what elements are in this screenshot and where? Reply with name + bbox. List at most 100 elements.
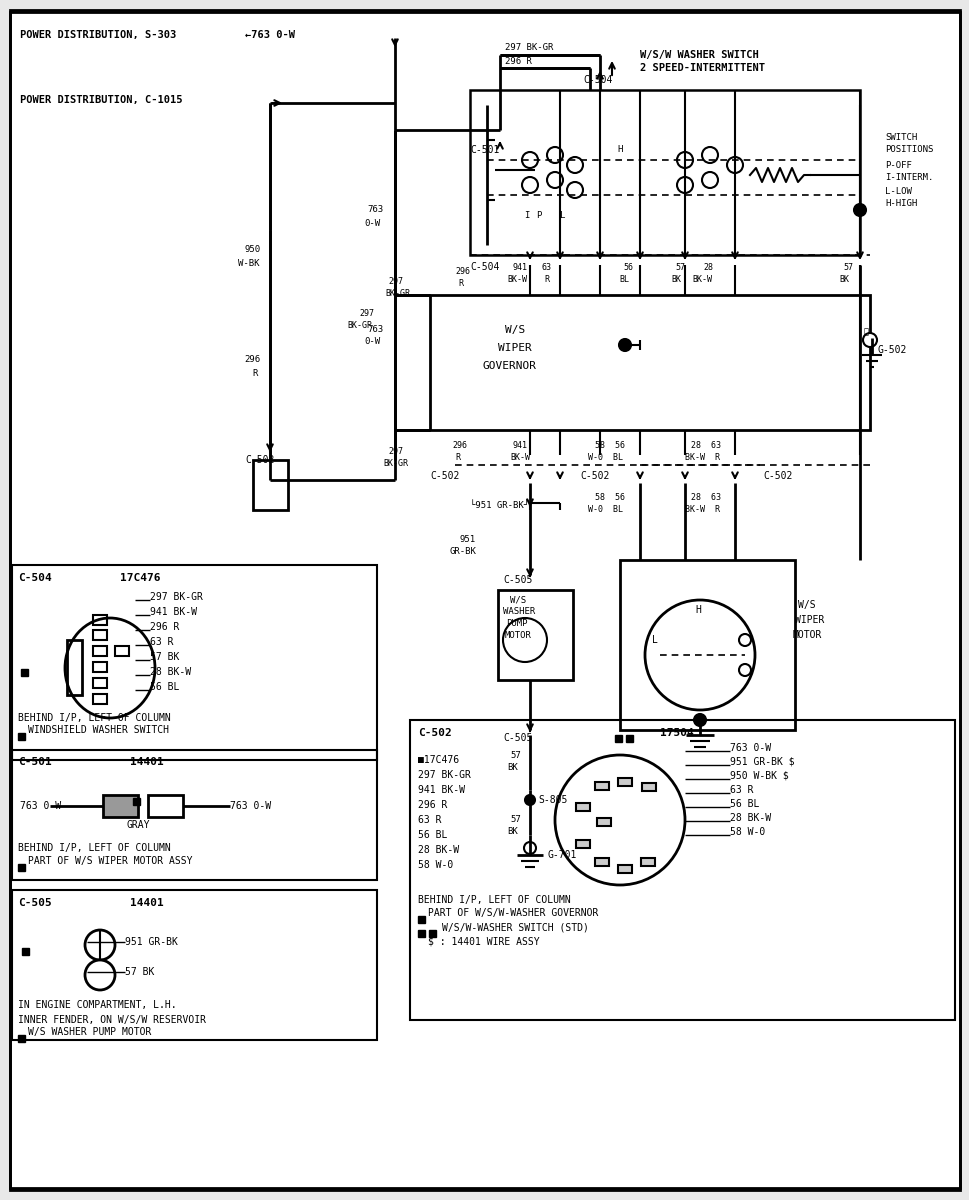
Text: GR-BK: GR-BK xyxy=(449,547,476,557)
Text: 56: 56 xyxy=(622,264,633,272)
Text: GOVERNOR: GOVERNOR xyxy=(483,361,537,371)
Circle shape xyxy=(726,157,742,173)
Text: 63 R: 63 R xyxy=(150,637,173,647)
Text: 56 BL: 56 BL xyxy=(730,799,759,809)
Text: 0-W: 0-W xyxy=(363,337,380,347)
Circle shape xyxy=(85,930,115,960)
Text: 951 GR-BK: 951 GR-BK xyxy=(125,937,177,947)
Text: 297 BK-GR: 297 BK-GR xyxy=(505,43,552,53)
Text: $ : 14401 WIRE ASSY: $ : 14401 WIRE ASSY xyxy=(427,936,539,946)
Text: W-0  BL: W-0 BL xyxy=(588,452,623,462)
Text: IN ENGINE COMPARTMENT, L.H.: IN ENGINE COMPARTMENT, L.H. xyxy=(18,1000,176,1010)
Text: C-502: C-502 xyxy=(429,470,459,481)
Text: W/S: W/S xyxy=(510,595,525,605)
Text: 28 BK-W: 28 BK-W xyxy=(150,667,191,677)
Text: BK-W: BK-W xyxy=(510,452,529,462)
Text: 57: 57 xyxy=(510,750,520,760)
Bar xyxy=(18,733,25,740)
Text: WIPER: WIPER xyxy=(498,343,531,353)
Text: 28 BK-W: 28 BK-W xyxy=(730,814,770,823)
Circle shape xyxy=(554,755,684,886)
Text: 297: 297 xyxy=(388,448,402,456)
Text: GRAY: GRAY xyxy=(126,820,149,830)
Text: L: L xyxy=(559,210,565,220)
Text: 296 R: 296 R xyxy=(505,56,531,66)
Text: 63: 63 xyxy=(542,264,551,272)
Text: MOTOR: MOTOR xyxy=(505,631,531,641)
Circle shape xyxy=(567,182,582,198)
Circle shape xyxy=(503,618,547,662)
Circle shape xyxy=(702,172,717,188)
Bar xyxy=(67,640,82,695)
Text: W/S: W/S xyxy=(797,600,815,610)
Text: C-502: C-502 xyxy=(418,728,452,738)
Text: 297 BK-GR: 297 BK-GR xyxy=(150,592,203,602)
Text: BK-GR: BK-GR xyxy=(385,289,410,299)
Bar xyxy=(253,460,288,510)
Circle shape xyxy=(523,842,536,854)
Text: 763: 763 xyxy=(366,205,383,215)
Text: SWITCH: SWITCH xyxy=(884,133,917,143)
Bar xyxy=(594,782,609,790)
Text: 941: 941 xyxy=(512,264,527,272)
Text: 56 BL: 56 BL xyxy=(418,830,447,840)
Text: 950 W-BK $: 950 W-BK $ xyxy=(730,770,788,781)
Text: 941: 941 xyxy=(512,440,527,450)
Text: I: I xyxy=(523,210,529,220)
Circle shape xyxy=(547,146,562,163)
Circle shape xyxy=(676,152,692,168)
Text: C-502: C-502 xyxy=(245,455,274,464)
Text: 63 R: 63 R xyxy=(730,785,753,794)
Bar xyxy=(12,750,377,880)
Text: 950: 950 xyxy=(245,246,261,254)
Text: H: H xyxy=(695,605,701,614)
Bar xyxy=(93,646,107,656)
Bar xyxy=(148,794,183,817)
Text: BK-GR: BK-GR xyxy=(383,460,408,468)
Text: 57 BK: 57 BK xyxy=(150,652,179,662)
Text: BK-W  R: BK-W R xyxy=(685,452,720,462)
Bar xyxy=(497,590,573,680)
Bar xyxy=(22,948,29,955)
Circle shape xyxy=(644,600,754,710)
Text: WASHER: WASHER xyxy=(503,607,535,617)
Circle shape xyxy=(521,176,538,193)
Text: POWER DISTRIBUTION, S-303: POWER DISTRIBUTION, S-303 xyxy=(20,30,176,40)
Bar xyxy=(18,864,25,871)
Text: 58 W-0: 58 W-0 xyxy=(730,827,765,838)
Text: ←763 0-W: ←763 0-W xyxy=(245,30,295,40)
Text: 28  63: 28 63 xyxy=(690,440,720,450)
Circle shape xyxy=(567,157,582,173)
Text: 296: 296 xyxy=(452,440,466,450)
Text: 297 BK-GR: 297 BK-GR xyxy=(418,770,470,780)
Text: 57: 57 xyxy=(674,264,684,272)
Text: ■17C476: ■17C476 xyxy=(418,755,458,766)
Circle shape xyxy=(702,146,717,163)
Text: C-505: C-505 xyxy=(503,575,532,584)
Text: 763 0-W: 763 0-W xyxy=(230,802,271,811)
Text: 57: 57 xyxy=(842,264,852,272)
Bar xyxy=(103,794,138,817)
Text: 2 SPEED-INTERMITTENT: 2 SPEED-INTERMITTENT xyxy=(640,62,765,73)
Text: 297: 297 xyxy=(359,310,374,318)
Circle shape xyxy=(853,204,865,216)
Circle shape xyxy=(862,332,876,347)
Bar xyxy=(410,720,954,1020)
Text: W-0  BL: W-0 BL xyxy=(588,504,623,514)
Bar xyxy=(12,890,377,1040)
Text: 58 W-0: 58 W-0 xyxy=(418,860,453,870)
Bar xyxy=(619,560,795,730)
Bar xyxy=(115,646,129,656)
Bar xyxy=(93,694,107,704)
Bar xyxy=(93,678,107,688)
Text: H: H xyxy=(616,145,622,155)
Text: PUMP: PUMP xyxy=(506,619,527,629)
Bar xyxy=(12,565,377,760)
Text: R: R xyxy=(457,280,462,288)
Text: 57 BK: 57 BK xyxy=(125,967,154,977)
Bar xyxy=(21,670,28,676)
Text: 296 R: 296 R xyxy=(150,622,179,632)
Text: W/S WASHER PUMP MOTOR: W/S WASHER PUMP MOTOR xyxy=(28,1027,151,1037)
Bar xyxy=(93,614,107,625)
Bar xyxy=(576,840,589,848)
